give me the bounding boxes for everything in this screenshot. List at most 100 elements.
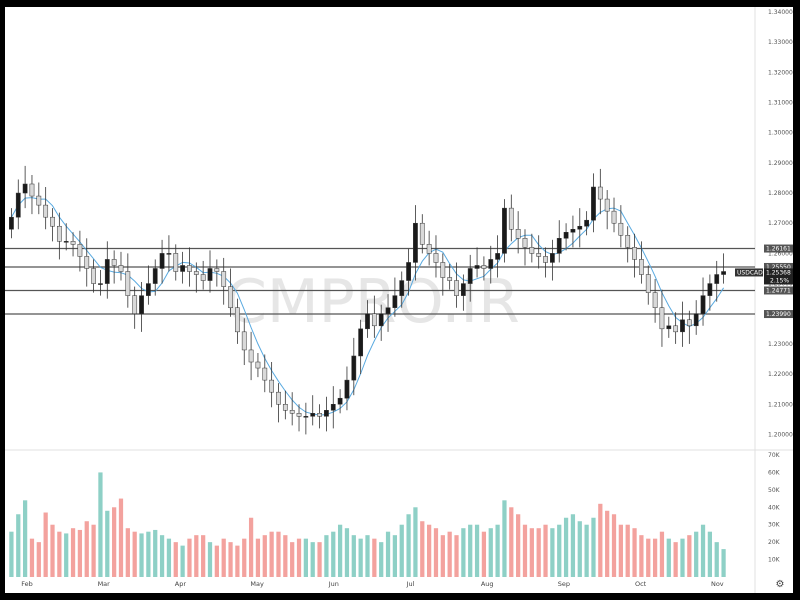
candle-body — [139, 295, 144, 314]
volume-bar — [57, 531, 62, 577]
candle-body — [289, 410, 295, 414]
volume-bar — [50, 524, 55, 577]
volume-bar — [625, 524, 630, 577]
volume-tick-label: 70K — [768, 452, 781, 459]
candle-body — [235, 307, 240, 333]
volume-bar — [652, 538, 658, 577]
candle-body — [392, 295, 398, 308]
candle-body — [426, 244, 432, 254]
volume-bar — [235, 545, 240, 577]
volume-bar — [331, 531, 336, 577]
volume-bar — [420, 521, 425, 577]
volume-bar — [468, 524, 473, 577]
candle-body — [584, 219, 589, 227]
volume-bar — [673, 542, 678, 577]
usdcad-chart[interactable]: CMPRO.IR 1.20000 1.21000 1.22000 1.23000 1.2… — [5, 7, 793, 593]
volume-bar — [77, 529, 83, 577]
volume-bar — [605, 510, 610, 577]
candle-body — [70, 241, 76, 245]
candle-body — [502, 207, 507, 254]
volume-bar — [413, 507, 418, 577]
candle-body — [269, 379, 275, 393]
volume-bar — [392, 535, 398, 577]
volume-bar — [516, 514, 521, 577]
candle-body — [625, 235, 631, 248]
volume-bar — [283, 535, 288, 577]
volume-bar — [296, 538, 302, 577]
symbol-tag — [735, 268, 763, 277]
level-price-label: 1.25550 — [766, 264, 791, 271]
volume-bar — [557, 524, 562, 577]
candle-body — [399, 280, 405, 296]
watermark: CMPRO.IR — [225, 267, 520, 337]
month-tick-label: May — [250, 580, 264, 588]
level-price-label: 1.24771 — [766, 287, 791, 294]
candle-body — [221, 271, 227, 287]
candle-body — [56, 225, 62, 242]
volume-bar — [125, 528, 130, 577]
month-tick-label: Feb — [21, 580, 33, 588]
month-tick-label: Apr — [175, 580, 187, 588]
volume-bar — [303, 538, 308, 577]
volume-bar — [351, 535, 356, 577]
candle-body — [91, 268, 96, 284]
volume-bar — [201, 535, 206, 577]
price-tick-label: 1.22000 — [768, 371, 793, 378]
volume-bar — [509, 507, 514, 577]
volume-bar — [290, 542, 295, 577]
volume-bar — [584, 524, 589, 577]
volume-bar — [9, 531, 14, 577]
candle-body — [207, 268, 213, 281]
candle-body — [262, 367, 268, 381]
candle-body — [152, 268, 158, 284]
month-tick-label: Mar — [98, 580, 111, 588]
price-tick-label: 1.23000 — [768, 341, 793, 348]
candle-body — [310, 413, 316, 417]
volume-bar — [112, 507, 117, 577]
volume-bar — [248, 517, 254, 577]
candle-body — [680, 319, 685, 333]
candle-body — [604, 198, 610, 212]
candle-body — [652, 292, 658, 308]
last-price-tag — [764, 268, 793, 285]
candle-body — [536, 253, 542, 257]
price-tick-label: 1.26000 — [768, 250, 793, 257]
candle-body — [577, 225, 583, 230]
volume-bar — [221, 538, 226, 577]
volume-bar — [118, 498, 124, 577]
candle-body — [413, 222, 418, 263]
volume-bar — [22, 500, 28, 577]
candle-body — [358, 328, 364, 357]
candle-body — [597, 186, 603, 200]
candle-body — [591, 186, 596, 221]
volume-bar — [262, 535, 267, 577]
candle-body — [214, 268, 220, 272]
candle-body — [180, 265, 185, 272]
candle-body — [707, 283, 713, 296]
candle-body — [460, 283, 466, 296]
volume-bar — [166, 538, 172, 577]
candle-body — [43, 204, 49, 218]
volume-tick-label: 20K — [768, 539, 781, 546]
candle-body — [63, 241, 69, 243]
candle-body — [296, 413, 302, 417]
candle-body — [50, 216, 55, 227]
candle-body — [508, 207, 514, 230]
price-tick-label: 1.30000 — [768, 130, 793, 137]
candle-body — [344, 379, 350, 399]
candle-body — [693, 313, 699, 327]
volume-bar — [365, 535, 370, 577]
level-price-label: 1.26161 — [766, 246, 791, 253]
candle-body — [173, 253, 179, 272]
volume-tick-label: 60K — [768, 469, 781, 476]
candle-body — [303, 416, 309, 418]
candle-body — [159, 253, 165, 269]
candle-body — [721, 271, 726, 275]
volume-bar — [84, 521, 89, 577]
month-tick-label: Oct — [635, 580, 647, 588]
volume-bar — [577, 521, 582, 577]
settings-gear-icon[interactable]: ⚙ — [775, 579, 785, 590]
volume-tick-label: 40K — [768, 504, 781, 511]
candle-body — [515, 229, 521, 239]
volume-bar — [433, 528, 439, 577]
